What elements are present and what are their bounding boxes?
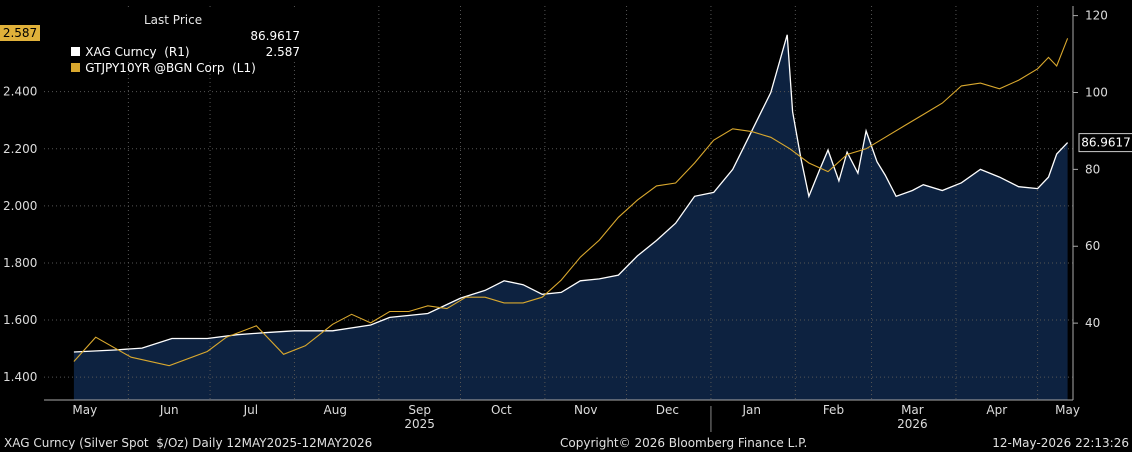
x-tick-label: Feb bbox=[823, 403, 844, 417]
x-tick-label: May bbox=[1055, 403, 1080, 417]
x-tick-label: Oct bbox=[491, 403, 512, 417]
x-tick-label: Jul bbox=[243, 403, 258, 417]
right-tick-label: 80 bbox=[1085, 162, 1100, 176]
x-tick-label: Nov bbox=[574, 403, 597, 417]
x-tick-label: Mar bbox=[901, 403, 924, 417]
series-xag-area bbox=[73, 34, 1068, 401]
x-tick-label: Dec bbox=[656, 403, 679, 417]
series-jgb-line bbox=[73, 38, 1069, 367]
footer-right: 12-May-2026 22:13:26 bbox=[992, 436, 1129, 450]
x-tick-label: Aug bbox=[324, 403, 347, 417]
right-tick-label: 40 bbox=[1085, 316, 1100, 330]
left-tick-label: 2.000 bbox=[3, 199, 37, 213]
footer-center: Copyright© 2026 Bloomberg Finance L.P. bbox=[560, 436, 808, 450]
year-label: 2025 bbox=[404, 417, 435, 431]
right-tick-label: 60 bbox=[1085, 239, 1100, 253]
x-tick-label: Jun bbox=[159, 403, 179, 417]
legend-header: Last Price bbox=[144, 13, 203, 27]
last-value-tag-xag-text: 86.9617 bbox=[1081, 136, 1131, 150]
series-xag-line bbox=[73, 34, 1069, 353]
legend-label-jgb: GTJPY10YR @BGN Corp (L1) bbox=[85, 61, 256, 75]
legend-value-jgb: 2.587 bbox=[265, 45, 300, 59]
x-tick-label: Jan bbox=[742, 403, 762, 417]
last-value-tag-xag bbox=[1078, 133, 1132, 153]
x-tick-label: May bbox=[72, 403, 97, 417]
right-tick-label: 100 bbox=[1085, 85, 1108, 99]
left-tick-label: 2.400 bbox=[3, 85, 37, 99]
x-tick-label: Apr bbox=[986, 403, 1007, 417]
legend-swatch-xag bbox=[71, 47, 81, 56]
left-tick-label: 1.400 bbox=[3, 370, 37, 384]
year-label: 2026 bbox=[897, 417, 928, 431]
legend-label-xag: XAG Curncy (R1) bbox=[85, 45, 190, 59]
left-tick-label: 1.800 bbox=[3, 256, 37, 270]
legend-entry-jgb: GTJPY10YR @BGN Corp (L1) 2.587 bbox=[56, 44, 300, 108]
last-value-tag-jgb-text: 2.587 bbox=[3, 26, 37, 40]
legend-swatch-jgb bbox=[71, 63, 81, 72]
left-tick-label: 1.600 bbox=[3, 313, 37, 327]
right-tick-label: 120 bbox=[1085, 9, 1108, 23]
footer-left: XAG Curncy (Silver Spot $/Oz) Daily 12MA… bbox=[4, 436, 373, 450]
left-tick-label: 2.200 bbox=[3, 142, 37, 156]
legend-value-xag: 86.9617 bbox=[250, 29, 300, 43]
x-tick-label: Sep bbox=[408, 403, 431, 417]
legend: Last Price XAG Curncy (R1) 86.9617 GTJPY… bbox=[56, 10, 300, 75]
legend-entry-xag: XAG Curncy (R1) 86.9617 bbox=[56, 28, 300, 92]
last-value-tag-jgb bbox=[0, 25, 40, 41]
